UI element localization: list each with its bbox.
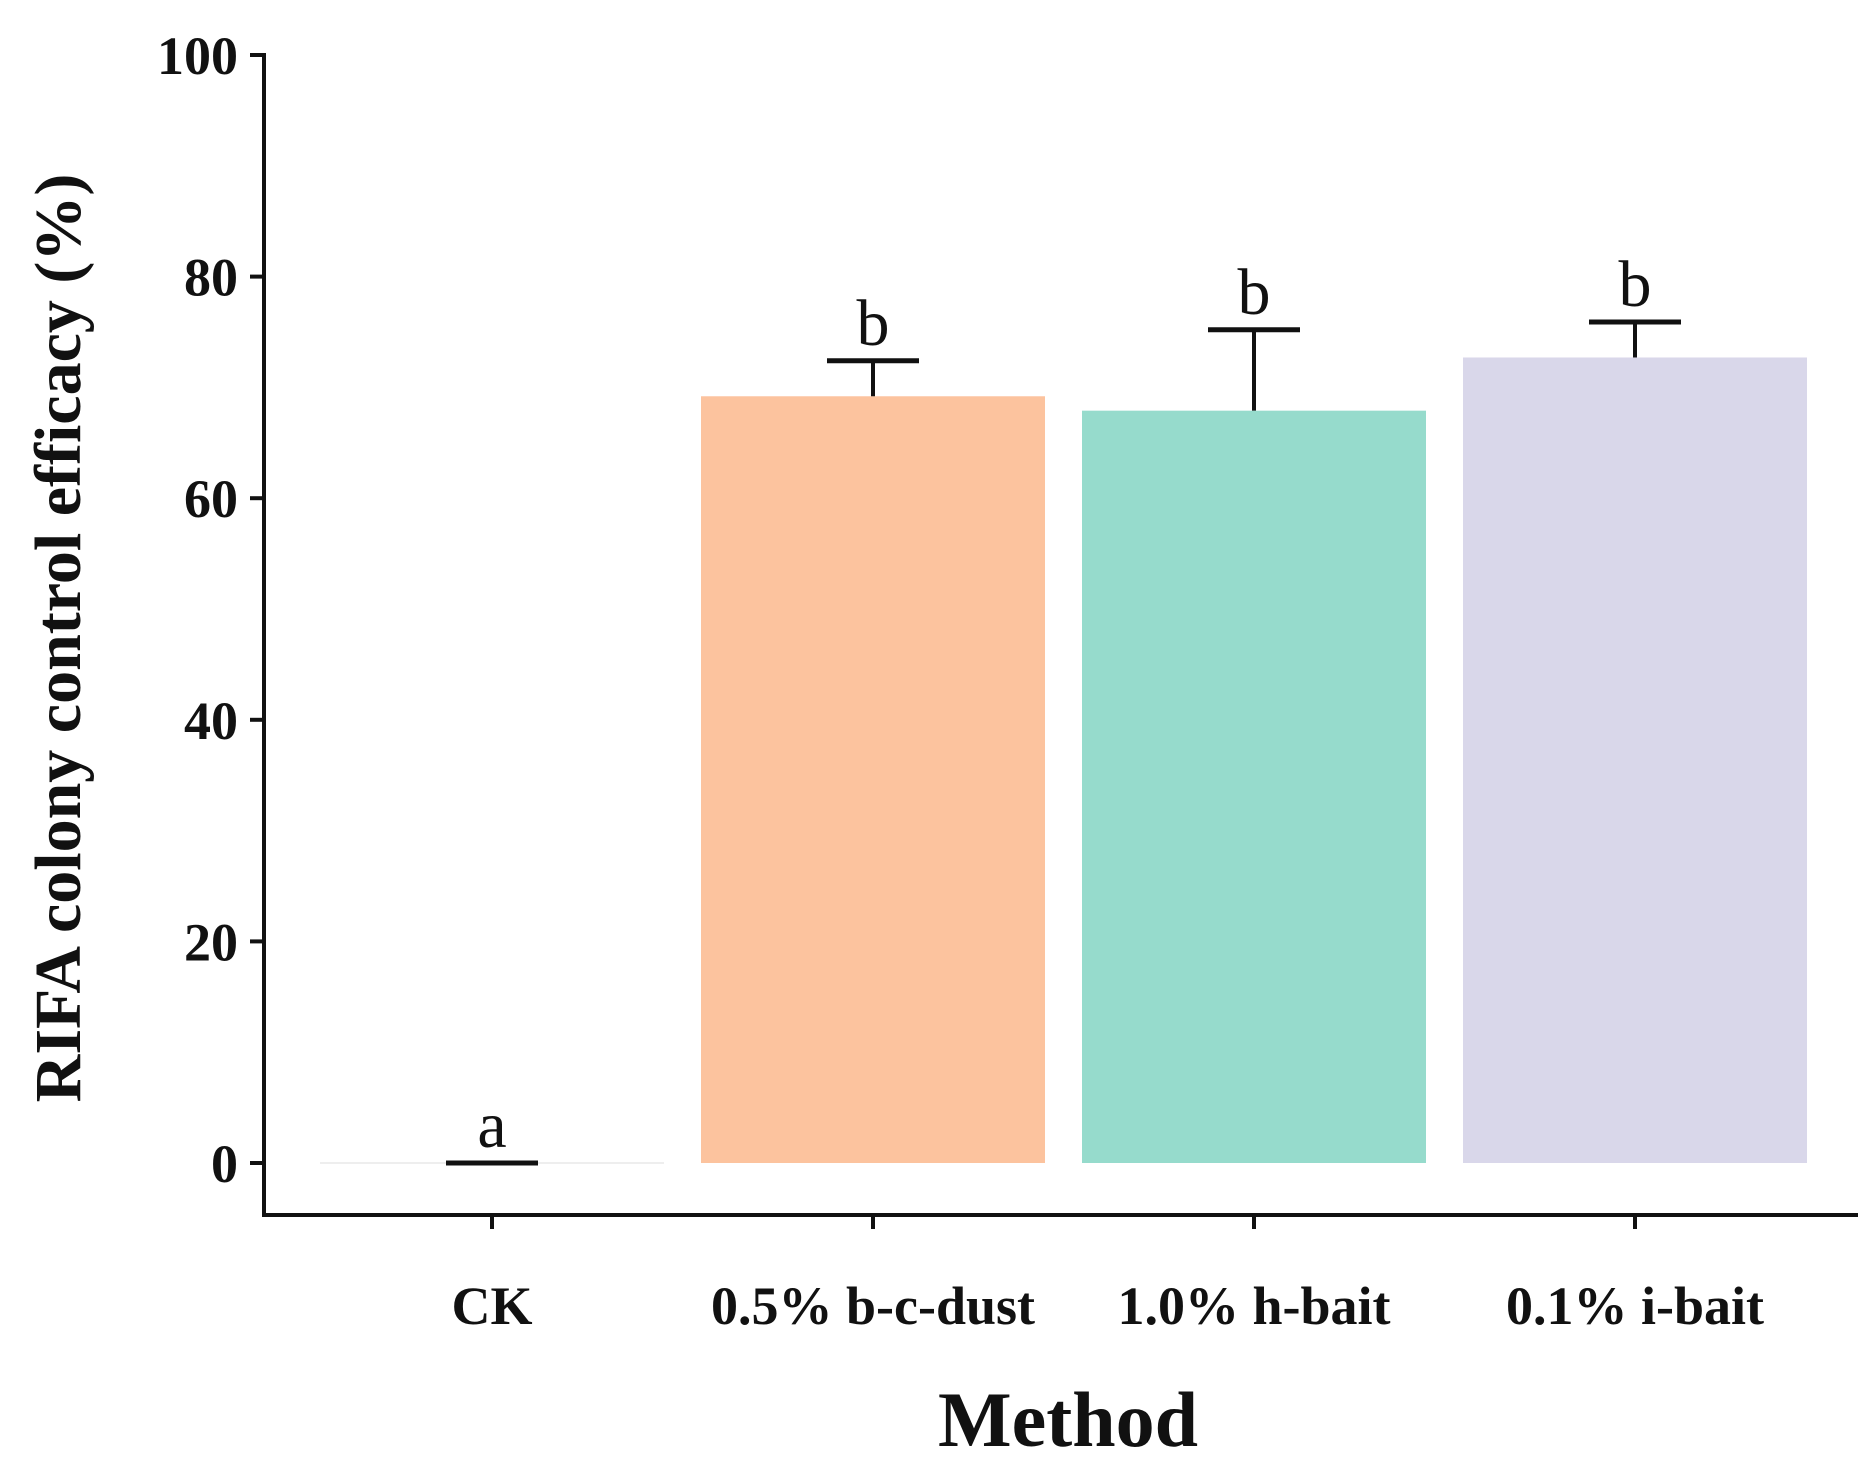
axes-layer (262, 53, 1858, 1217)
significance-letter: a (477, 1089, 506, 1162)
x-ticks: CK 0.5% b-c-dust 1.0% h-bait 0.1% i-bait (452, 1215, 1764, 1336)
y-tick-label: 60 (184, 469, 238, 529)
significance-letter: b (857, 287, 890, 360)
significance-letter: b (1619, 248, 1652, 321)
y-axis-title: RIFA colony control efficacy (%) (22, 174, 95, 1103)
error-bars-layer (446, 319, 1681, 1166)
y-tick-label: 40 (184, 691, 238, 751)
significance-letters: a b b b (477, 248, 1651, 1162)
x-axis-title: Method (938, 1376, 1198, 1463)
x-tick-label: 1.0% h-bait (1117, 1276, 1390, 1336)
bar (1082, 410, 1426, 1164)
bar (1463, 357, 1807, 1163)
x-tick-label: 0.5% b-c-dust (711, 1276, 1035, 1336)
significance-letter: b (1238, 256, 1271, 329)
y-tick-label: 0 (211, 1134, 238, 1194)
x-tick-label: CK (452, 1276, 533, 1336)
y-tick-label: 100 (157, 26, 238, 86)
y-tick-label: 20 (184, 912, 238, 972)
y-tick-label: 80 (184, 248, 238, 308)
x-tick-label: 0.1% i-bait (1506, 1276, 1764, 1336)
bars-layer (320, 357, 1807, 1164)
y-ticks: 0 20 40 60 80 100 (157, 26, 264, 1194)
bar (701, 396, 1045, 1163)
